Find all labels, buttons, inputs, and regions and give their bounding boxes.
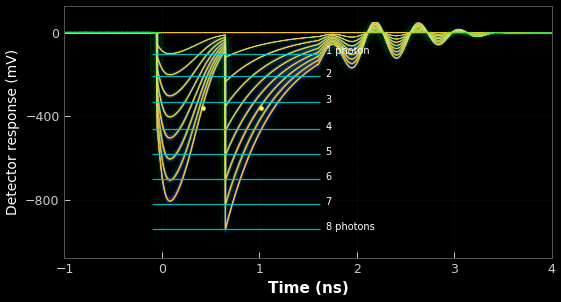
Text: 2: 2 — [325, 69, 332, 79]
Text: 1 photon: 1 photon — [325, 47, 369, 56]
Text: 3: 3 — [325, 95, 332, 105]
Text: 4: 4 — [325, 122, 332, 132]
Text: 7: 7 — [325, 197, 332, 207]
Text: 6: 6 — [325, 172, 332, 182]
Text: 5: 5 — [325, 147, 332, 157]
Text: 8 photons: 8 photons — [325, 222, 374, 232]
Y-axis label: Detector response (mV): Detector response (mV) — [6, 49, 20, 215]
X-axis label: Time (ns): Time (ns) — [268, 281, 348, 297]
